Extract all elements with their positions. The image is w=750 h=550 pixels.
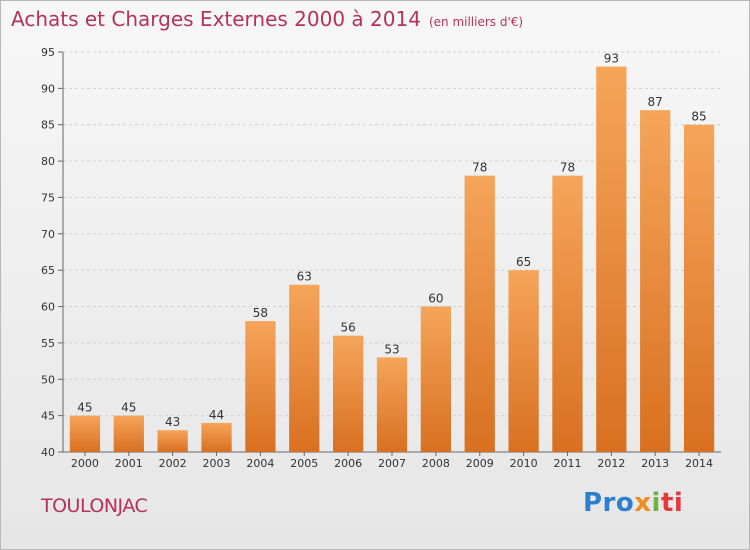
x-tick-label: 2002: [159, 457, 187, 470]
x-tick-label: 2006: [334, 457, 362, 470]
data-label: 78: [560, 161, 575, 175]
bar-2010: [508, 270, 539, 452]
y-tick-label: 70: [41, 228, 55, 241]
bar-2011: [552, 175, 583, 453]
bar-2003: [201, 422, 232, 452]
data-label: 87: [648, 95, 663, 109]
logo-part-1: Pro: [583, 488, 635, 518]
bar-2013: [640, 110, 671, 452]
x-tick-label: 2010: [510, 457, 538, 470]
x-tick-label: 2008: [422, 457, 450, 470]
data-label: 85: [691, 110, 706, 124]
logo-part-4: ti: [660, 488, 684, 518]
y-tick-label: 50: [41, 373, 55, 386]
bar-2006: [332, 335, 364, 452]
y-tick-label: 60: [41, 301, 55, 314]
bar-2012: [596, 66, 627, 452]
bar-2014: [683, 124, 715, 453]
bar-2004: [245, 321, 276, 452]
data-label: 60: [428, 292, 443, 306]
data-label: 43: [165, 415, 180, 429]
x-tick-label: 2000: [71, 457, 99, 470]
y-tick-label: 95: [41, 46, 55, 59]
proxiti-logo[interactable]: Proxiti: [583, 488, 683, 518]
data-label: 93: [604, 52, 619, 66]
x-tick-label: 2012: [597, 457, 625, 470]
x-tick-label: 2001: [115, 457, 143, 470]
bar-2002: [157, 430, 188, 452]
chart-title-text: Achats et Charges Externes 2000 à 2014: [11, 7, 421, 31]
x-tick-label: 2003: [203, 457, 231, 470]
data-label: 45: [77, 401, 92, 415]
bar-2008: [420, 306, 452, 452]
y-tick-label: 75: [41, 191, 55, 204]
logo-part-2: x: [634, 488, 652, 518]
data-label: 56: [340, 321, 355, 335]
y-tick-label: 80: [41, 155, 55, 168]
data-label: 44: [209, 408, 224, 422]
x-tick-label: 2014: [685, 457, 713, 470]
chart-title: Achats et Charges Externes 2000 à 2014 (e…: [11, 7, 523, 31]
bar-2005: [289, 284, 320, 452]
x-tick-label: 2009: [466, 457, 494, 470]
data-label: 63: [297, 270, 312, 284]
data-label: 58: [253, 306, 268, 320]
bar-2007: [376, 357, 408, 452]
y-tick-label: 45: [41, 410, 55, 423]
data-label: 78: [472, 161, 487, 175]
data-label: 53: [384, 342, 399, 356]
x-tick-label: 2005: [290, 457, 318, 470]
chart-unit: (en milliers d'€): [428, 15, 524, 29]
logo-part-3: i: [651, 488, 661, 518]
y-tick-label: 55: [41, 337, 55, 350]
data-label: 45: [121, 401, 136, 415]
bar-2001: [113, 415, 144, 452]
y-tick-label: 85: [41, 119, 55, 132]
y-tick-label: 40: [41, 446, 55, 459]
place-name: TOULONJAC: [41, 495, 148, 517]
bar-2009: [464, 175, 495, 453]
x-tick-label: 2013: [641, 457, 669, 470]
bar-2000: [69, 415, 101, 452]
x-tick-label: 2011: [553, 457, 581, 470]
x-tick-label: 2004: [246, 457, 274, 470]
y-tick-label: 90: [41, 82, 55, 95]
data-label: 65: [516, 255, 531, 269]
y-tick-label: 65: [41, 264, 55, 277]
x-tick-label: 2007: [378, 457, 406, 470]
